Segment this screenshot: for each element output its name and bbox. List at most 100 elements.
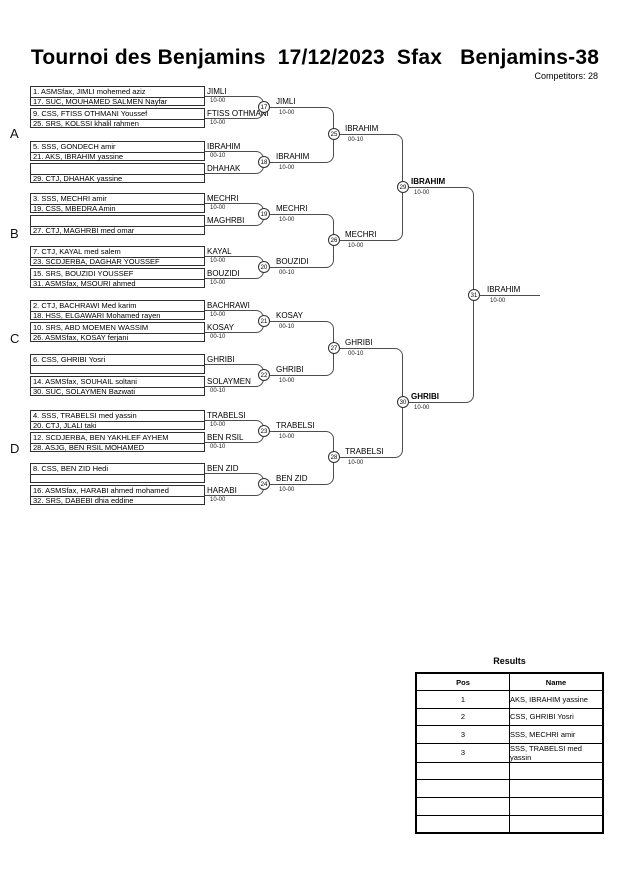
score-label: 00-10: [210, 152, 226, 159]
match-box: 12. SCDJERBA, BEN YAKHLEF AYHEM 28. ASJG,…: [30, 432, 205, 452]
match-box: 29. CTJ, DHAHAK yassine: [30, 163, 205, 183]
winner-label: FTISS OTHMANI: [207, 108, 269, 118]
player-cell: 10. SRS, ABD MOEMEN WASSIM: [33, 323, 149, 332]
player-cell: 12. SCDJERBA, BEN YAKHLEF AYHEM: [33, 433, 169, 442]
match-number-circle: 27: [328, 341, 340, 354]
score-label: 10-00: [414, 190, 430, 196]
results-header-name: Name: [509, 672, 604, 692]
result-name: SSS, MECHRI amir: [509, 725, 604, 744]
match-box: 16. ASMSfax, HARABI ahmed mohamed 32. SRS…: [30, 485, 205, 505]
match-box: 1. ASMSfax, JIMLI mohemed aziz 17. SUC, M…: [30, 86, 205, 106]
match-box: 9. CSS, FTISS OTHMANI Youssef 25. SRS, KO…: [30, 108, 205, 128]
winner-label: JIMLI: [207, 86, 227, 96]
player-cell: 6. CSS, GHRIBI Yosri: [33, 355, 106, 364]
score-label: 10-00: [210, 279, 226, 286]
match-number-circle: 25: [328, 128, 340, 140]
score-label: 10-00: [490, 297, 506, 304]
winner-label: BACHRAWI: [207, 300, 250, 310]
score-label: 10-00: [210, 119, 226, 126]
score-label: 10-00: [348, 243, 364, 249]
score-label: 10-00: [279, 433, 295, 440]
player-cell: 29. CTJ, DHAHAK yassine: [31, 173, 204, 182]
results-row: [415, 814, 604, 834]
results-table: Pos Name 1 AKS, IBRAHIM yassine 2 CSS, GHRI…: [415, 672, 604, 834]
results-header-row: Pos Name: [415, 672, 604, 692]
player-cell: [31, 164, 204, 174]
player-cell: 9. CSS, FTISS OTHMANI Youssef: [33, 109, 148, 118]
winner-label: GHRIBI: [411, 392, 439, 402]
match-box: 14. ASMSfax, SOUHAIL soltani 30. SUC, SOL…: [30, 376, 205, 396]
match-number-circle: 21: [258, 314, 270, 327]
score-label: 00-10: [210, 443, 226, 450]
match-box: 2. CTJ, BACHRAWI Med karim 18. HSS, ELGAW…: [30, 300, 205, 320]
score-label: 10-00: [210, 421, 226, 428]
match-box: 4. SSS, TRABELSI med yassin 20. CTJ, JLAL…: [30, 410, 205, 430]
winner-label: DHAHAK: [207, 163, 241, 173]
player-cell: 2. CTJ, BACHRAWI Med karim: [33, 301, 137, 310]
match-box: 15. SRS, BOUZIDI YOUSSEF 31. ASMSfax, MSO…: [30, 268, 205, 288]
match-box: 3. SSS, MECHRI amir 19. CSS, MBEDRA Amin: [30, 193, 205, 213]
player-cell: 3. SSS, MECHRI amir: [33, 194, 107, 203]
results-panel: Results Pos Name 1 AKS, IBRAHIM yassine 2 C…: [415, 656, 604, 834]
result-pos: [415, 814, 510, 834]
match-number-circle: 20: [258, 260, 270, 273]
match-box: 6. CSS, GHRIBI Yosri: [30, 354, 205, 374]
match-box: 8. CSS, BEN ZID Hedi: [30, 463, 205, 483]
score-label: 00-10: [279, 269, 295, 276]
match-number-circle: 17: [258, 100, 270, 113]
winner-label: KAYAL: [207, 246, 232, 256]
page-title: Tournoi des Benjamins 17/12/2023 Sfax Be…: [30, 46, 600, 69]
score-label: 10-00: [210, 257, 226, 264]
result-pos: [415, 779, 510, 799]
score-label: 10-00: [210, 496, 226, 503]
winner-label: IBRAHIM: [276, 151, 310, 161]
result-name: CSS, GHRIBI Yosri: [509, 707, 604, 727]
results-header-pos: Pos: [415, 672, 510, 692]
result-name: [509, 797, 604, 816]
player-cell: 18. HSS, ELGAWARI Mohamed rayen: [31, 310, 204, 319]
player-cell: 28. ASJG, BEN RSIL MOHAMED: [31, 442, 204, 451]
match-number-circle: 22: [258, 368, 270, 381]
match-number-circle: 28: [328, 451, 340, 463]
match-number-circle: 29: [397, 181, 409, 193]
player-cell: 7. CTJ, KAYAL med salem: [33, 247, 121, 256]
score-label: 00-10: [279, 323, 295, 330]
score-label: 10-00: [279, 486, 295, 493]
match-box: 7. CTJ, KAYAL med salem 23. SCDJERBA, DAG…: [30, 246, 205, 266]
player-cell: 16. ASMSfax, HARABI ahmed mohamed: [33, 486, 169, 495]
winner-label: GHRIBI: [345, 337, 373, 347]
competitors-count: Competitors: 28: [534, 71, 598, 81]
results-title: Results: [493, 656, 526, 666]
match-number-circle: 24: [258, 477, 270, 490]
player-cell: 14. ASMSfax, SOUHAIL soltani: [33, 377, 137, 386]
bracket-connector: [340, 134, 403, 241]
results-row: 2 CSS, GHRIBI Yosri: [415, 707, 604, 727]
winner-label: GHRIBI: [207, 354, 235, 364]
winner-label: SOLAYMEN: [207, 376, 251, 386]
score-label: 10-00: [279, 377, 295, 384]
winner-label: IBRAHIM: [345, 124, 379, 133]
player-cell: 4. SSS, TRABELSI med yassin: [33, 411, 137, 420]
group-label: D: [10, 441, 20, 456]
winner-label: HARABI: [207, 485, 237, 495]
winner-label: MAGHRBI: [207, 215, 245, 225]
result-name: [509, 814, 604, 834]
winner-label: BEN RSIL: [207, 432, 244, 442]
score-label: 10-00: [210, 311, 226, 318]
player-cell: 15. SRS, BOUZIDI YOUSSEF: [33, 269, 134, 278]
score-label: 10-00: [279, 109, 295, 116]
score-label: 00-10: [348, 350, 364, 357]
final-winner-line: [480, 294, 540, 296]
winner-label: TRABELSI: [207, 410, 246, 420]
player-cell: [31, 473, 204, 483]
results-row: 3 SSS, MECHRI amir: [415, 725, 604, 744]
score-label: 10-00: [279, 216, 295, 223]
results-row: [415, 797, 604, 816]
score-label: 10-00: [279, 164, 295, 171]
match-number-circle: 23: [258, 424, 270, 437]
player-cell: 20. CTJ, JLALI taki: [31, 420, 204, 429]
match-number-circle: 31: [468, 288, 480, 301]
result-pos: [415, 761, 510, 781]
player-cell: 8. CSS, BEN ZID Hedi: [33, 464, 109, 473]
